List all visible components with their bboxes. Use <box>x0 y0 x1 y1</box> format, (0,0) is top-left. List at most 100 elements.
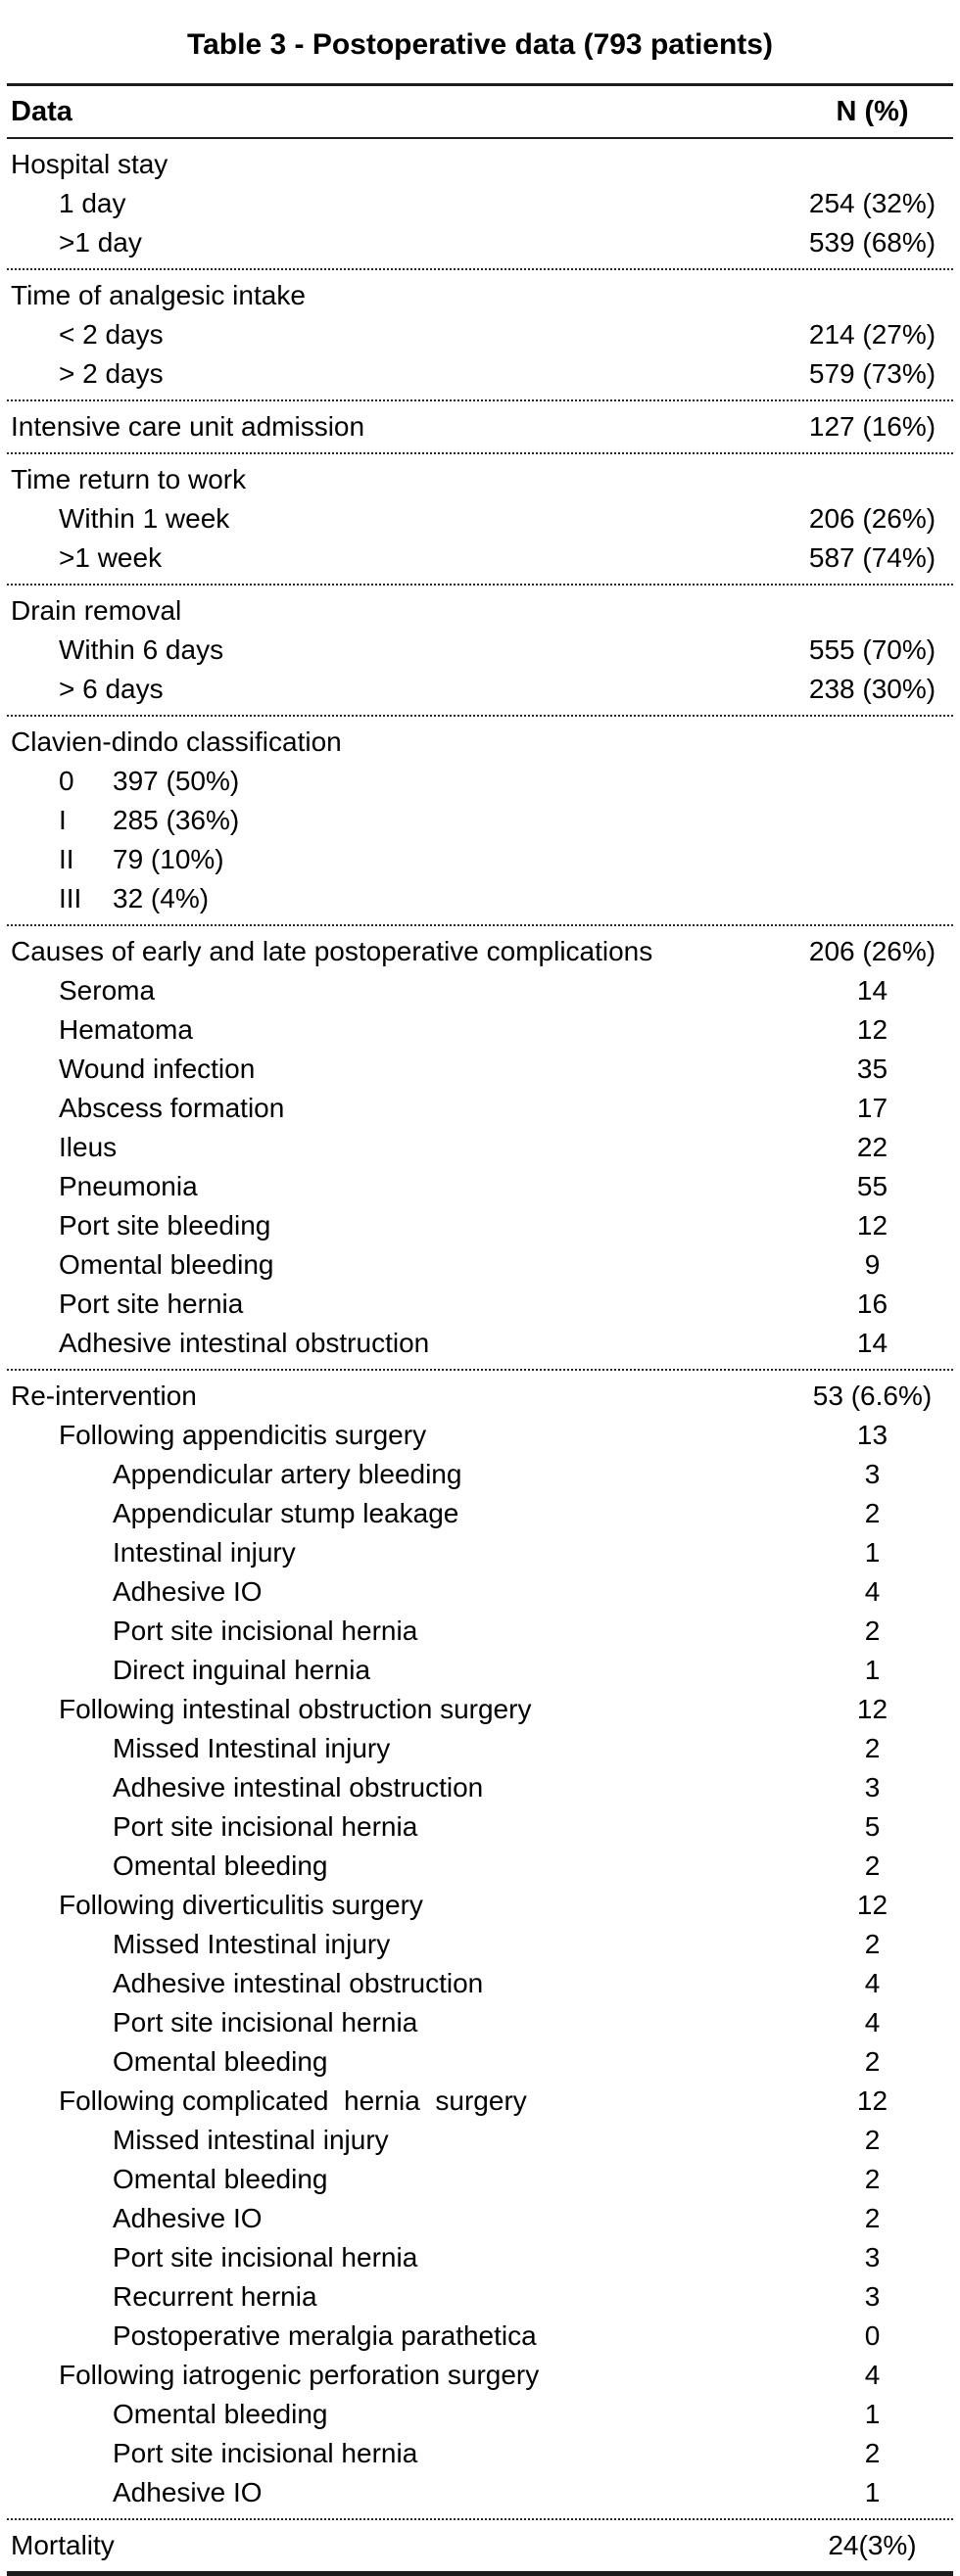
row-value <box>792 801 953 840</box>
row-value: 16 <box>856 1288 888 1319</box>
table-row: Re-intervention 53 (6.6%) <box>7 1377 953 1416</box>
row-label: Omental bleeding <box>59 1249 274 1280</box>
table-row: >1 week 587 (74%) <box>7 539 953 578</box>
row-value: 4 <box>864 2007 881 2037</box>
row-label: Port site bleeding <box>59 1210 271 1241</box>
row-label: Hospital stay <box>11 149 168 179</box>
row-label: Abscess formation <box>59 1093 285 1123</box>
row-label: I 285 (36%) <box>7 801 792 840</box>
row-value: 2 <box>864 1498 881 1528</box>
row-value: 3 <box>864 1459 881 1489</box>
table-row: Port site incisional hernia 3 <box>7 2238 953 2277</box>
row-inline-value: 32 (4%) <box>113 883 210 913</box>
row-label: 1 day <box>59 188 126 218</box>
table-row: Adhesive intestinal obstruction 4 <box>7 1964 953 2003</box>
row-value: 539 (68%) <box>808 227 936 258</box>
table-row: >1 day 539 (68%) <box>7 223 953 262</box>
row-value: 12 <box>856 1890 888 1920</box>
table-row: Ileus 22 <box>7 1128 953 1167</box>
row-label: Omental bleeding <box>113 2399 328 2429</box>
row-label: Intensive care unit admission <box>11 411 365 442</box>
table-row: Adhesive intestinal obstruction 14 <box>7 1324 953 1363</box>
row-numeral: I <box>59 805 67 835</box>
row-label: Following diverticulitis surgery <box>59 1890 423 1920</box>
table-section: Drain removal Within 6 days 555 (70%) > 6 d… <box>7 584 953 715</box>
table-row: > 6 days 238 (30%) <box>7 670 953 709</box>
table-row: Following diverticulitis surgery 12 <box>7 1886 953 1925</box>
table-row: Abscess formation 17 <box>7 1089 953 1128</box>
row-value: 3 <box>864 2242 881 2272</box>
table-row: III 32 (4%) <box>7 879 953 918</box>
row-value: 2 <box>864 2438 881 2468</box>
table-row: Intensive care unit admission 127 (16%) <box>7 407 953 446</box>
table-row: Postoperative meralgia parathetica 0 <box>7 2317 953 2356</box>
row-label: Causes of early and late postoperative c… <box>11 936 653 966</box>
row-label: Omental bleeding <box>113 2046 328 2077</box>
row-label: 0 397 (50%) <box>7 762 792 801</box>
row-label: Following iatrogenic perforation surgery <box>59 2360 540 2390</box>
table-section: Mortality 24(3%) <box>7 2518 953 2571</box>
row-value: 12 <box>856 2085 888 2116</box>
column-header-n-percent: N (%) <box>836 96 909 127</box>
table-row: Adhesive IO 4 <box>7 1572 953 1612</box>
table-row: < 2 days 214 (27%) <box>7 315 953 354</box>
row-value <box>792 762 953 801</box>
row-label: Adhesive intestinal obstruction <box>113 1968 484 1998</box>
row-value: 22 <box>856 1132 888 1162</box>
row-label: < 2 days <box>59 319 164 350</box>
row-value <box>792 276 953 315</box>
table-row: Wound infection 35 <box>7 1050 953 1089</box>
table-row: Port site bleeding 12 <box>7 1206 953 1245</box>
row-value: 4 <box>864 1576 881 1607</box>
row-value: 14 <box>856 975 888 1006</box>
row-label: Port site incisional hernia <box>113 2242 418 2272</box>
table-row: Within 1 week 206 (26%) <box>7 499 953 539</box>
table-row: Appendicular stump leakage 2 <box>7 1494 953 1533</box>
row-label: Time of analgesic intake <box>11 280 306 310</box>
table-row: II 79 (10%) <box>7 840 953 879</box>
table-row: Time of analgesic intake <box>7 276 953 315</box>
row-value: 1 <box>864 1537 881 1568</box>
row-value: 12 <box>856 1694 888 1724</box>
row-label: Mortality <box>11 2530 115 2560</box>
table-row: Port site incisional hernia 5 <box>7 1807 953 1847</box>
row-value: 55 <box>856 1171 888 1201</box>
table-row: Following complicated hernia surgery 12 <box>7 2082 953 2121</box>
row-value <box>792 145 953 184</box>
table-section: Time of analgesic intake < 2 days 214 (27%… <box>7 268 953 399</box>
table-row: Following iatrogenic perforation surgery… <box>7 2356 953 2395</box>
row-label: Adhesive intestinal obstruction <box>59 1328 430 1358</box>
row-label: Recurrent hernia <box>113 2281 317 2312</box>
row-label: >1 day <box>59 227 142 258</box>
row-value: 238 (30%) <box>808 674 936 704</box>
table-section: Intensive care unit admission 127 (16%) <box>7 399 953 452</box>
row-value <box>792 879 953 918</box>
row-value: 587 (74%) <box>808 542 936 573</box>
row-value: 1 <box>864 2399 881 2429</box>
row-label: Port site hernia <box>59 1288 244 1319</box>
row-numeral: III <box>59 883 82 913</box>
row-value: 2 <box>864 1929 881 1959</box>
row-label: Appendicular artery bleeding <box>113 1459 462 1489</box>
row-value: 2 <box>864 2046 881 2077</box>
table-row: Adhesive IO 1 <box>7 2473 953 2512</box>
table-row: > 2 days 579 (73%) <box>7 354 953 394</box>
table-section: Re-intervention 53 (6.6%) Following append… <box>7 1369 953 2518</box>
row-value <box>792 460 953 499</box>
row-value <box>792 723 953 762</box>
table-row: Port site hernia 16 <box>7 1285 953 1324</box>
table-row: Recurrent hernia 3 <box>7 2277 953 2317</box>
row-label: Adhesive IO <box>113 1576 263 1607</box>
row-value: 579 (73%) <box>808 358 936 389</box>
row-value: 5 <box>864 1811 881 1842</box>
row-label: Following complicated hernia surgery <box>59 2085 527 2116</box>
row-label: Re-intervention <box>11 1381 197 1411</box>
row-value: 53 (6.6%) <box>812 1381 933 1411</box>
table-row: Clavien-dindo classification <box>7 723 953 762</box>
row-label: Missed intestinal injury <box>113 2125 389 2155</box>
table-row: Within 6 days 555 (70%) <box>7 631 953 670</box>
table-row: Following intestinal obstruction surgery… <box>7 1690 953 1729</box>
table-row: Seroma 14 <box>7 971 953 1010</box>
row-numeral: 0 <box>59 766 74 796</box>
table-row: Time return to work <box>7 460 953 499</box>
